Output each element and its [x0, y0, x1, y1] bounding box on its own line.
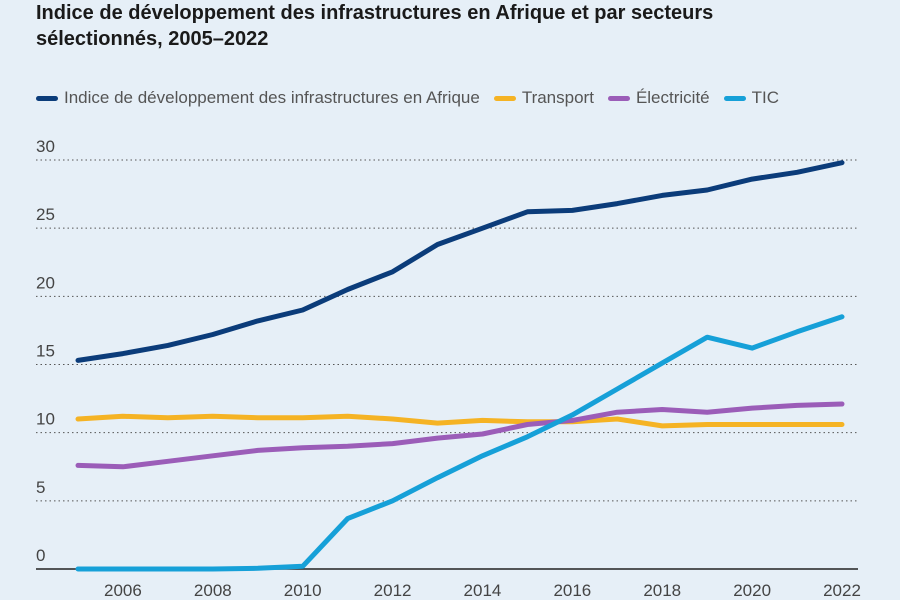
- x-tick-label-2014: 2014: [464, 581, 502, 600]
- legend-item-indice: Indice de développement des infrastructu…: [36, 88, 480, 108]
- legend-swatch-indice: [36, 95, 58, 101]
- series-line-electricite: [75, 401, 845, 470]
- legend-label-tic: TIC: [751, 88, 780, 107]
- chart-title-line-2: sélectionnés, 2005–2022: [36, 28, 269, 50]
- gridlines: [36, 159, 858, 502]
- x-tick-label-2022: 2022: [823, 581, 861, 600]
- series-lines: [75, 160, 845, 572]
- y-tick-label-5: 5: [36, 478, 45, 497]
- x-tick-label-2008: 2008: [194, 581, 232, 600]
- x-tick-label-2010: 2010: [284, 581, 322, 600]
- x-tick-label-2018: 2018: [643, 581, 681, 600]
- legend-label-electricite: Électricité: [635, 88, 710, 107]
- legend-label-transport: Transport: [521, 88, 594, 107]
- chart-title: Indice de développement des infrastructu…: [36, 0, 856, 52]
- series-line-tic: [75, 314, 845, 572]
- y-tick-label-0: 0: [36, 546, 45, 565]
- y-tick-label-30: 30: [36, 137, 55, 156]
- legend-item-transport: Transport: [493, 88, 594, 108]
- legend-swatch-tic: [723, 95, 746, 101]
- series-line-indice: [75, 160, 845, 363]
- legend-item-electricite: Électricité: [607, 88, 710, 108]
- y-tick-label-10: 10: [36, 410, 55, 429]
- x-tick-label-2020: 2020: [733, 581, 771, 600]
- y-axis-tick-labels: 0 5 10 15 20 25 30: [36, 137, 55, 565]
- x-axis-tick-labels: 2006 2008 2010 2012 2014 2016 2018 2020 2022: [104, 581, 861, 600]
- y-tick-label-25: 25: [36, 205, 55, 224]
- x-tick-label-2006: 2006: [104, 581, 142, 600]
- legend-swatch-electricite: [607, 95, 630, 101]
- chart-title-line-1: Indice de développement des infrastructu…: [36, 2, 714, 24]
- x-tick-label-2012: 2012: [374, 581, 412, 600]
- y-tick-label-20: 20: [36, 273, 55, 292]
- x-tick-label-2016: 2016: [553, 581, 591, 600]
- series-line-transport: [75, 413, 845, 429]
- chart-legend: Indice de développement des infrastructu…: [36, 86, 793, 110]
- legend-swatch-transport: [493, 95, 516, 101]
- y-tick-label-15: 15: [36, 342, 55, 361]
- legend-label-indice: Indice de développement des infrastructu…: [64, 88, 480, 107]
- legend-item-tic: TIC: [723, 88, 780, 108]
